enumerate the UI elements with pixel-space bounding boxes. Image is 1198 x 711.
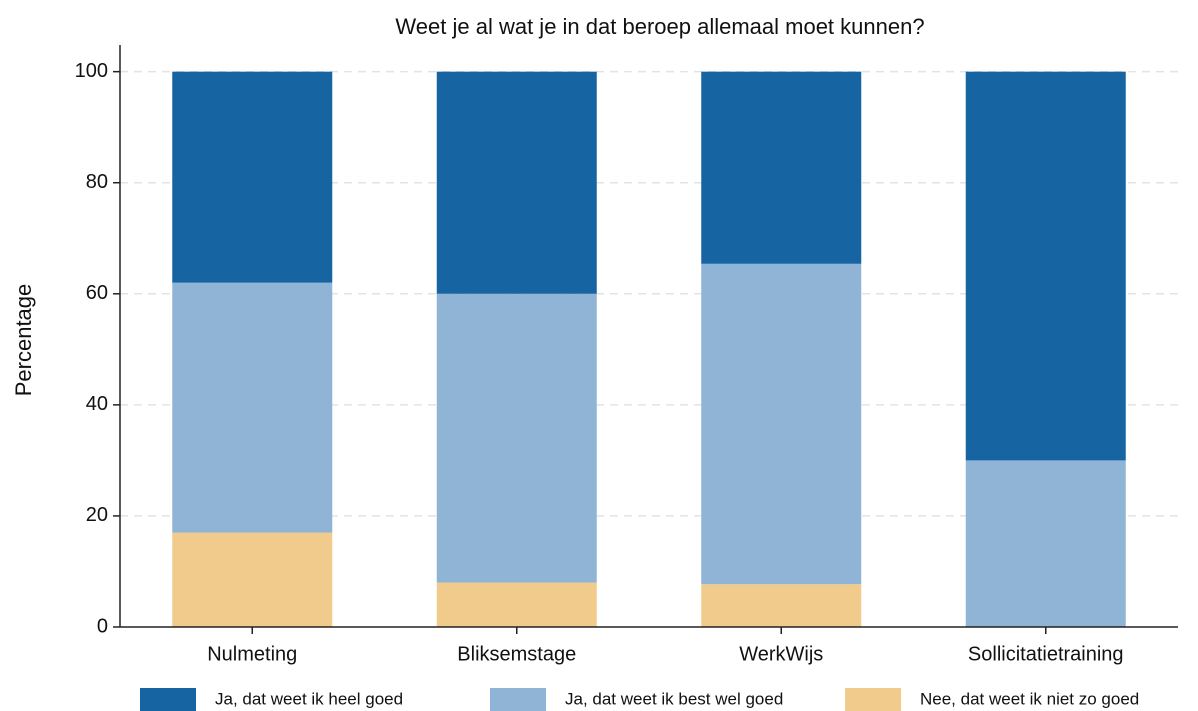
bar-segment [701,263,862,585]
y-tick-label: 40 [86,393,108,415]
y-axis-label: Percentage [11,284,36,397]
y-tick-label: 0 [97,615,108,637]
bar-segment [436,582,597,627]
x-tick-label: Bliksemstage [457,643,576,665]
bar-segment [436,71,597,294]
y-tick-label: 80 [86,171,108,193]
legend-text: Ja, dat weet ik best wel goed [565,689,783,708]
bar-segment [172,532,333,627]
bar-segment [436,293,597,583]
chart-title: Weet je al wat je in dat beroep allemaal… [395,14,924,39]
x-tick-label: Nulmeting [207,643,297,665]
x-tick-label: WerkWijs [739,643,823,665]
y-tick-label: 60 [86,282,108,304]
legend-text: Ja, dat weet ik heel goed [215,689,403,708]
bar-segment [172,71,333,283]
bar-segment [701,584,862,627]
bar-segment [965,71,1126,461]
y-tick-label: 20 [86,504,108,526]
bar-segment [172,282,333,533]
legend-swatch [490,688,546,711]
bar-segment [701,71,862,264]
bar-segment [965,460,1126,627]
y-tick-label: 100 [75,60,108,82]
x-tick-label: Sollicitatietraining [968,643,1124,665]
legend-swatch [845,688,901,711]
legend-text: Nee, dat weet ik niet zo goed [920,689,1139,708]
legend-swatch [140,688,196,711]
